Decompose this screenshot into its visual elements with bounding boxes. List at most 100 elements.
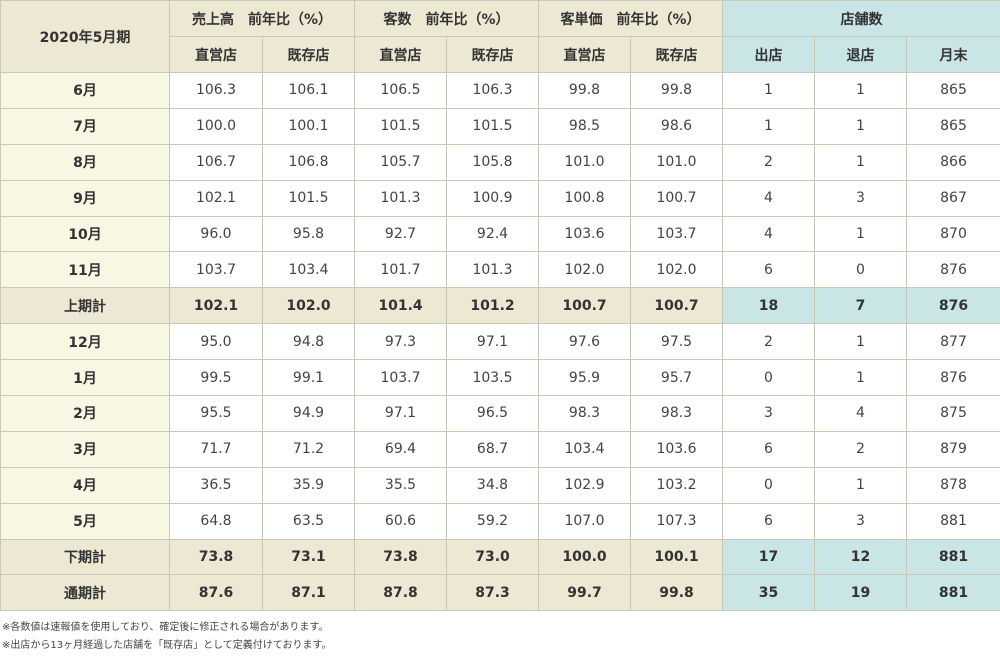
table-cell: 94.9 [262,395,355,432]
table-row: 3月 71.7 71.2 69.4 68.7 103.4 103.6 6 2 879 [0,430,1000,468]
table-cell: 103.6 [538,215,631,253]
table-cell: 103.4 [262,251,355,289]
table-row: 2月 95.5 94.9 97.1 96.5 98.3 98.3 3 4 875 [0,395,1000,432]
row-label: 下期計 [0,538,170,576]
table-cell: 69.4 [354,430,447,468]
table-cell: 881 [905,574,1000,612]
table-cell: 99.7 [538,574,631,612]
table-row: 1月 99.5 99.1 103.7 103.5 95.9 95.7 0 1 876 [0,359,1000,397]
table-cell: 97.3 [354,323,447,361]
table-cell: 1 [814,143,907,181]
subheader-existing: 既存店 [262,36,355,73]
table-cell: 105.8 [446,143,539,181]
table-cell: 0 [722,359,815,397]
table-cell: 106.1 [262,72,355,109]
table-row: 12月 95.0 94.8 97.3 97.1 97.6 97.5 2 1 877 [0,323,1000,361]
table-cell: 96.0 [169,215,263,253]
table-cell: 1 [814,323,907,361]
table-cell: 103.4 [538,430,631,468]
sales-group-header: 売上高 前年比（%） [169,0,355,37]
table-cell: 60.6 [354,502,447,540]
subheader-direct: 直営店 [354,36,447,73]
table-cell: 3 [722,395,815,432]
table-cell: 35.5 [354,466,447,504]
table-cell: 881 [905,538,1000,576]
period-header: 2020年5月期 [0,0,170,73]
table-cell: 100.8 [538,179,631,217]
table-cell: 59.2 [446,502,539,540]
table-cell: 35 [722,574,815,612]
table-cell: 98.3 [630,395,723,432]
row-label: 11月 [0,251,170,289]
row-label: 12月 [0,323,170,361]
table-cell: 106.7 [169,143,263,181]
table-cell: 19 [814,574,907,612]
table-row: 11月 103.7 103.4 101.7 101.3 102.0 102.0 6 0 876 [0,251,1000,289]
table-cell: 64.8 [169,502,263,540]
table-cell: 4 [722,215,815,253]
table-cell: 876 [905,359,1000,397]
table-cell: 17 [722,538,815,576]
table-cell: 101.7 [354,251,447,289]
table-cell: 73.8 [169,538,263,576]
table-cell: 95.8 [262,215,355,253]
table-cell: 4 [722,179,815,217]
table-body: 6月 106.3 106.1 106.5 106.3 99.8 99.8 1 1 865 7月 100… [0,72,1000,612]
subheader-existing: 既存店 [446,36,539,73]
table-cell: 0 [814,251,907,289]
table-cell: 101.0 [538,143,631,181]
table-cell: 98.6 [630,107,723,145]
row-label: 2月 [0,395,170,432]
table-cell: 2 [722,323,815,361]
table-cell: 97.6 [538,323,631,361]
table-cell: 6 [722,251,815,289]
table-cell: 102.0 [538,251,631,289]
table-cell: 101.5 [262,179,355,217]
table-cell: 100.7 [538,287,631,325]
table-cell: 101.2 [446,287,539,325]
table-cell: 97.5 [630,323,723,361]
table-cell: 102.1 [169,179,263,217]
table-cell: 102.0 [262,287,355,325]
table-cell: 95.9 [538,359,631,397]
footnote: ※各数値は速報値を使用しており、確定後に修正される場合があります。 [2,622,329,633]
row-label: 10月 [0,215,170,253]
table-cell: 101.5 [354,107,447,145]
table-cell: 35.9 [262,466,355,504]
table-cell: 92.7 [354,215,447,253]
table-cell: 103.7 [354,359,447,397]
table-cell: 12 [814,538,907,576]
subheader-month-end: 月末 [905,36,1000,73]
table-row: 9月 102.1 101.5 101.3 100.9 100.8 100.7 4 3 867 [0,179,1000,217]
table-cell: 95.0 [169,323,263,361]
table-cell: 34.8 [446,466,539,504]
table-cell: 95.5 [169,395,263,432]
row-label: 7月 [0,107,170,145]
table-cell: 2 [814,430,907,468]
subheader-direct: 直営店 [169,36,263,73]
table-cell: 1 [814,72,907,109]
table-cell: 87.8 [354,574,447,612]
table-cell: 36.5 [169,466,263,504]
table-cell: 99.8 [630,574,723,612]
table-cell: 87.3 [446,574,539,612]
table-cell: 103.5 [446,359,539,397]
table-cell: 877 [905,323,1000,361]
table-cell: 106.5 [354,72,447,109]
table-cell: 106.3 [169,72,263,109]
table-cell: 101.0 [630,143,723,181]
table-cell: 97.1 [354,395,447,432]
table-row: 7月 100.0 100.1 101.5 101.5 98.5 98.6 1 1 865 [0,107,1000,145]
table-cell: 1 [814,359,907,397]
total-row: 下期計 73.8 73.1 73.8 73.0 100.0 100.1 17 12 881 [0,538,1000,576]
table-cell: 96.5 [446,395,539,432]
table-cell: 867 [905,179,1000,217]
table-cell: 879 [905,430,1000,468]
table-row: 4月 36.5 35.9 35.5 34.8 102.9 103.2 0 1 878 [0,466,1000,504]
table-cell: 68.7 [446,430,539,468]
table-cell: 99.1 [262,359,355,397]
table-cell: 18 [722,287,815,325]
footnotes: ※各数値は速報値を使用しており、確定後に修正される場合があります。 ※出店から1… [2,619,332,655]
table-cell: 71.2 [262,430,355,468]
table-cell: 73.0 [446,538,539,576]
